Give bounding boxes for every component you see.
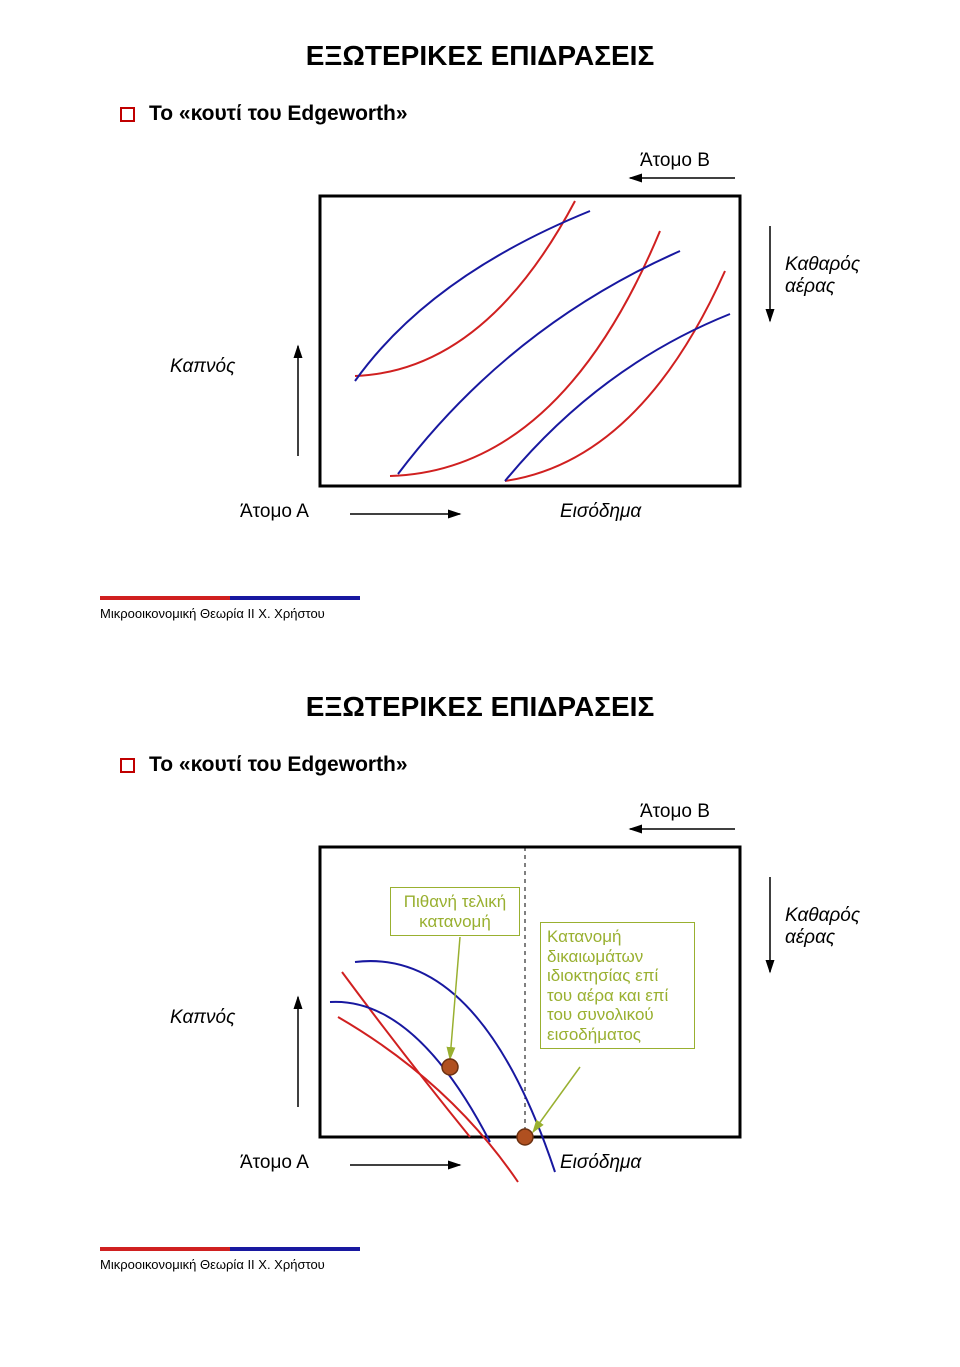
label-atom-a: Άτομο Α bbox=[240, 1152, 309, 1174]
label-smoke: Καπνός bbox=[170, 1007, 235, 1029]
footer-bar-icon bbox=[100, 596, 360, 600]
label-atom-a: Άτομο Α bbox=[240, 501, 309, 523]
diagram-svg bbox=[180, 807, 880, 1207]
slide-subtitle: Το «κουτί του Edgeworth» bbox=[149, 102, 408, 126]
bullet-row: Το «κουτί του Edgeworth» bbox=[120, 753, 900, 777]
slide-2: ΕΞΩΤΕΡΙΚΕΣ ΕΠΙΔΡΑΣΕΙΣ Το «κουτί του Edge… bbox=[0, 651, 960, 1302]
footer-bar-icon bbox=[100, 1247, 360, 1251]
label-atom-b: Άτομο Β bbox=[640, 801, 710, 823]
callout-property-rights: Κατανομή δικαιωμάτων ιδιοκτησίας επί του… bbox=[540, 922, 695, 1049]
slide-subtitle: Το «κουτί του Edgeworth» bbox=[149, 753, 408, 777]
slide-footer: Μικροοικονομική Θεωρία ΙΙ Χ. Χρήστου bbox=[100, 596, 900, 621]
footer-text: Μικροοικονομική Θεωρία ΙΙ Χ. Χρήστου bbox=[100, 1257, 900, 1272]
footer-text: Μικροοικονομική Θεωρία ΙΙ Χ. Χρήστου bbox=[100, 606, 900, 621]
label-atom-b: Άτομο Β bbox=[640, 150, 710, 172]
label-income: Εισόδημα bbox=[560, 501, 641, 523]
edgeworth-diagram-2: Άτομο Β Καθαρός αέρας Καπνός Άτομο Α Εισ… bbox=[180, 807, 880, 1207]
slide-title: ΕΞΩΤΕΡΙΚΕΣ ΕΠΙΔΡΑΣΕΙΣ bbox=[60, 691, 900, 723]
slide-title: ΕΞΩΤΕΡΙΚΕΣ ΕΠΙΔΡΑΣΕΙΣ bbox=[60, 40, 900, 72]
bullet-square-icon bbox=[120, 758, 135, 773]
label-clean-air: Καθαρός αέρας bbox=[785, 254, 885, 298]
slide-footer: Μικροοικονομική Θεωρία ΙΙ Χ. Χρήστου bbox=[100, 1247, 900, 1272]
label-clean-air: Καθαρός αέρας bbox=[785, 905, 885, 949]
label-smoke: Καπνός bbox=[170, 356, 235, 378]
diagram-svg bbox=[180, 156, 880, 556]
bullet-row: Το «κουτί του Edgeworth» bbox=[120, 102, 900, 126]
bullet-square-icon bbox=[120, 107, 135, 122]
callout-final-distribution: Πιθανή τελική κατανομή bbox=[390, 887, 520, 936]
slide-1: ΕΞΩΤΕΡΙΚΕΣ ΕΠΙΔΡΑΣΕΙΣ Το «κουτί του Edge… bbox=[0, 0, 960, 651]
edgeworth-diagram-1: Άτομο Β Καθαρός αέρας Καπνός Άτομο Α Εισ… bbox=[180, 156, 880, 556]
label-income: Εισόδημα bbox=[560, 1152, 641, 1174]
